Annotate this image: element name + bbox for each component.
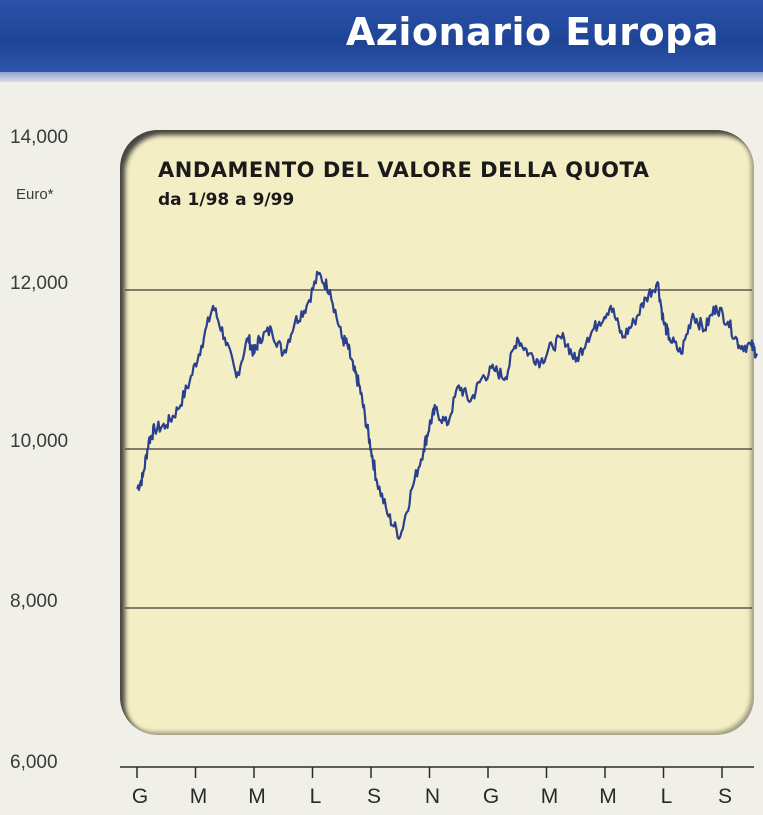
chart-panel bbox=[120, 130, 754, 735]
x-tick-label: M bbox=[541, 785, 559, 808]
y-tick-label: 10,000 bbox=[10, 431, 69, 452]
x-tick-label: L bbox=[661, 785, 673, 808]
x-tick-label: M bbox=[248, 785, 266, 808]
header-stripe bbox=[0, 72, 763, 82]
chart-subtitle: da 1/98 a 9/99 bbox=[158, 190, 295, 210]
x-tick-label: L bbox=[310, 785, 322, 808]
x-tick-label: N bbox=[425, 785, 440, 808]
y-tick-label: 12,000 bbox=[10, 273, 69, 294]
series-line bbox=[136, 270, 759, 540]
x-tick-label: S bbox=[718, 785, 732, 808]
y-tick-label: 6,000 bbox=[10, 752, 58, 773]
y-axis-label: Euro* bbox=[16, 186, 54, 203]
x-tick-label: M bbox=[599, 785, 617, 808]
header-banner bbox=[0, 0, 763, 72]
y-tick-label: 8,000 bbox=[10, 591, 58, 612]
x-tick-label: S bbox=[367, 785, 381, 808]
chart-title: ANDAMENTO DEL VALORE DELLA QUOTA bbox=[158, 158, 650, 182]
x-tick-label: G bbox=[483, 785, 499, 808]
y-tick-label: 14,000 bbox=[10, 127, 69, 148]
x-tick-label: M bbox=[190, 785, 208, 808]
x-tick-label: G bbox=[132, 785, 148, 808]
page-title: Azionario Europa bbox=[345, 10, 719, 54]
